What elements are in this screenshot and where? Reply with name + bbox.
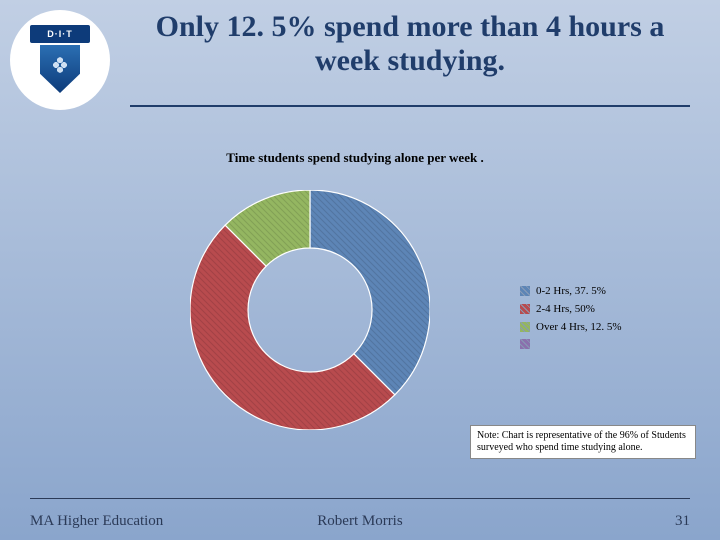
chart-legend: 0-2 Hrs, 37. 5% 2-4 Hrs, 50% Over 4 Hrs, 1…: [520, 285, 622, 355]
legend-swatch-icon: [520, 286, 530, 296]
legend-swatch-icon: [520, 304, 530, 314]
legend-swatch-icon: [520, 322, 530, 332]
legend-item: 0-2 Hrs, 37. 5%: [520, 285, 622, 297]
footer-rule: [30, 498, 690, 499]
legend-label: 2-4 Hrs, 50%: [536, 303, 595, 315]
slide-title: Only 12. 5% spend more than 4 hours a we…: [130, 10, 690, 78]
legend-label: 0-2 Hrs, 37. 5%: [536, 285, 606, 297]
title-underline: [130, 105, 690, 107]
dit-logo: D·I·T: [10, 10, 110, 110]
dit-logo-banner: D·I·T: [30, 25, 90, 43]
legend-item: Over 4 Hrs, 12. 5%: [520, 321, 622, 333]
donut-chart: [190, 190, 430, 430]
footer-page-number: 31: [675, 513, 690, 530]
legend-label: Over 4 Hrs, 12. 5%: [536, 321, 622, 333]
chart-title: Time students spend studying alone per w…: [190, 150, 520, 166]
footer-center: Robert Morris: [0, 513, 720, 530]
chart-note: Note: Chart is representative of the 96%…: [470, 425, 696, 459]
legend-item: [520, 339, 622, 349]
donut-slice: [310, 190, 430, 395]
legend-item: 2-4 Hrs, 50%: [520, 303, 622, 315]
dit-logo-shield-icon: [40, 45, 80, 93]
dit-logo-inner: D·I·T: [30, 25, 90, 95]
legend-swatch-icon: [520, 339, 530, 349]
